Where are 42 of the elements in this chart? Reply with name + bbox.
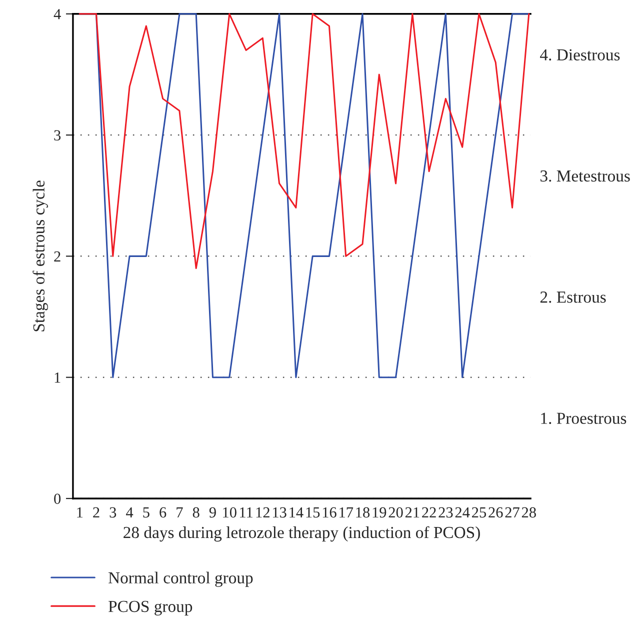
x-tick-label: 26 — [488, 507, 503, 518]
x-tick-label: 8 — [192, 507, 200, 518]
text: 4. Diestrous — [540, 49, 620, 61]
x-tick-label: 1 — [77, 507, 83, 518]
x-tick-label: 13 — [273, 507, 286, 518]
x-tick-label: 6 — [160, 507, 166, 518]
legend-label: Normal control group — [108, 572, 253, 587]
x-tick-label: 3 — [110, 507, 116, 518]
x-tick-label: 27 — [505, 507, 520, 518]
y-axis-title: Stages of estrous cycle — [32, 180, 48, 332]
text: 3. Metestrous — [540, 170, 630, 182]
x-tick-label: 23 — [438, 507, 453, 518]
x-tick-label: 18 — [356, 507, 370, 518]
x-tick-label: 16 — [322, 507, 336, 518]
y-tick-label: 1 — [54, 372, 60, 383]
x-tick-label: 7 — [176, 507, 183, 518]
text: 1. Proestrous — [541, 412, 626, 424]
x-tick-label: 9 — [209, 507, 216, 518]
x-tick-label: 25 — [472, 507, 486, 518]
x-tick-label: 28 — [522, 507, 536, 518]
y-tick-label: 0 — [54, 494, 61, 504]
y-tick-label: 3 — [54, 130, 61, 140]
x-tick-label: 14 — [290, 507, 304, 518]
x-tick-label: 12 — [256, 507, 270, 518]
legend-label: PCOS group — [108, 600, 192, 616]
x-tick-label: 10 — [223, 507, 236, 518]
x-tick-label: 19 — [372, 507, 386, 518]
x-tick-label: 2 — [93, 507, 100, 518]
x-axis-title: 28 days during letrozole therapy (induction of PCOS) — [124, 526, 480, 542]
line-series — [78, 13, 530, 270]
x-tick-label: 20 — [388, 507, 403, 518]
x-tick-label: 17 — [340, 507, 354, 518]
x-tick-label: 5 — [143, 507, 150, 518]
x-tick-label: 24 — [455, 507, 470, 518]
x-tick-label: 22 — [422, 507, 436, 518]
x-tick-label: 21 — [405, 507, 420, 518]
x-tick-label: 4 — [126, 507, 134, 518]
y-tick-label: 2 — [54, 251, 60, 262]
x-tick-label: 15 — [306, 507, 320, 518]
text: 2. Estrous — [540, 292, 606, 303]
y-tick-label: 4 — [54, 9, 61, 20]
x-tick-label: 11 — [240, 507, 252, 518]
